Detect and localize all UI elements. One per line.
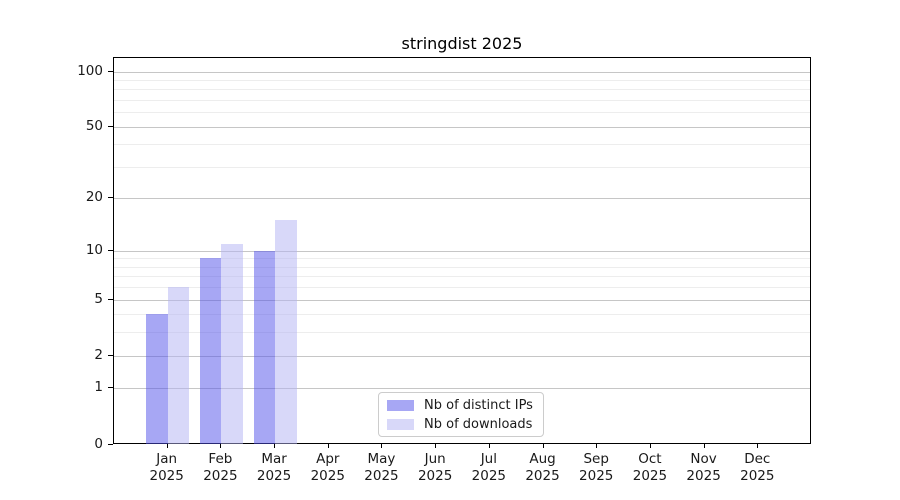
x-axis-tick-jun: [435, 444, 437, 448]
x-axis-tick-apr: [327, 444, 329, 448]
y-tick-label-0: 0: [94, 435, 103, 452]
plot-area: [113, 57, 811, 445]
bar-distinct-ips-jan: [146, 314, 168, 445]
x-tick-label-mar: Mar 2025: [256, 451, 292, 484]
x-axis-tick-jul: [488, 444, 490, 448]
legend: Nb of distinct IPs Nb of downloads: [378, 392, 544, 437]
minor-gridline-8: [114, 266, 810, 268]
x-axis-tick-feb: [220, 444, 222, 448]
minor-gridline-7: [114, 276, 810, 278]
x-tick-label-dec: Dec 2025: [740, 451, 775, 484]
x-axis-tick-jan: [166, 444, 168, 448]
x-tick-label-aug: Aug 2025: [525, 451, 560, 484]
x-axis-tick-mar: [274, 444, 276, 448]
x-tick-label-nov: Nov 2025: [686, 451, 721, 484]
major-gridline-100: [114, 71, 810, 73]
minor-gridline-4: [114, 314, 810, 316]
x-axis-tick-nov: [703, 444, 705, 448]
bar-distinct-ips-mar: [253, 250, 276, 445]
minor-gridline-9: [114, 258, 810, 260]
bar-distinct-ips-feb: [199, 258, 222, 445]
x-axis-tick-dec: [757, 444, 759, 448]
y-axis-tick-2: [108, 354, 113, 356]
x-axis-tick-oct: [649, 444, 651, 448]
y-axis-tick-1: [108, 387, 113, 389]
y-tick-label-2: 2: [94, 346, 103, 363]
y-axis-tick-50: [108, 125, 113, 127]
minor-gridline-70: [114, 99, 810, 101]
major-gridline-1: [114, 388, 810, 390]
minor-gridline-40: [114, 144, 810, 146]
x-tick-label-feb: Feb 2025: [203, 451, 238, 484]
legend-item-downloads: Nb of downloads: [387, 417, 535, 432]
legend-swatch-distinct-ips: [387, 399, 414, 411]
x-tick-label-sep: Sep 2025: [579, 451, 614, 484]
y-axis-tick-10: [108, 249, 113, 251]
y-tick-label-20: 20: [85, 189, 103, 206]
minor-gridline-80: [114, 89, 810, 91]
x-tick-label-may: May 2025: [364, 451, 399, 484]
x-tick-label-oct: Oct 2025: [632, 451, 668, 484]
y-axis-tick-0: [108, 443, 113, 445]
y-tick-label-50: 50: [85, 117, 103, 134]
major-gridline-5: [114, 299, 810, 301]
x-tick-label-apr: Apr 2025: [310, 451, 345, 484]
y-tick-label-1: 1: [94, 379, 103, 396]
y-tick-label-10: 10: [85, 241, 103, 258]
x-tick-label-jul: Jul 2025: [471, 451, 507, 484]
y-tick-label-100: 100: [77, 62, 103, 79]
minor-gridline-30: [114, 166, 810, 168]
x-tick-label-jun: Jun 2025: [417, 451, 453, 484]
major-gridline-20: [114, 198, 810, 200]
legend-item-distinct-ips: Nb of distinct IPs: [387, 398, 535, 413]
chart-title: stringdist 2025: [401, 34, 523, 53]
major-gridline-50: [114, 126, 810, 128]
y-axis-tick-20: [108, 197, 113, 199]
legend-label-distinct-ips: Nb of distinct IPs: [424, 397, 533, 413]
y-axis-tick-5: [108, 298, 113, 300]
bar-downloads-jan: [167, 287, 190, 445]
major-gridline-10: [114, 250, 810, 252]
minor-gridline-6: [114, 287, 810, 289]
minor-gridline-60: [114, 112, 810, 114]
legend-swatch-downloads: [387, 418, 414, 430]
x-axis-tick-may: [381, 444, 383, 448]
bar-downloads-mar: [275, 220, 297, 445]
legend-label-downloads: Nb of downloads: [424, 416, 533, 432]
major-gridline-2: [114, 355, 810, 357]
y-tick-label-5: 5: [94, 290, 103, 307]
bar-downloads-feb: [221, 243, 243, 445]
x-tick-label-jan: Jan 2025: [149, 451, 184, 484]
minor-gridline-90: [114, 79, 810, 81]
y-axis-tick-100: [108, 70, 113, 72]
x-axis-tick-sep: [596, 444, 598, 448]
minor-gridline-3: [114, 332, 810, 334]
x-axis-tick-aug: [542, 444, 544, 448]
